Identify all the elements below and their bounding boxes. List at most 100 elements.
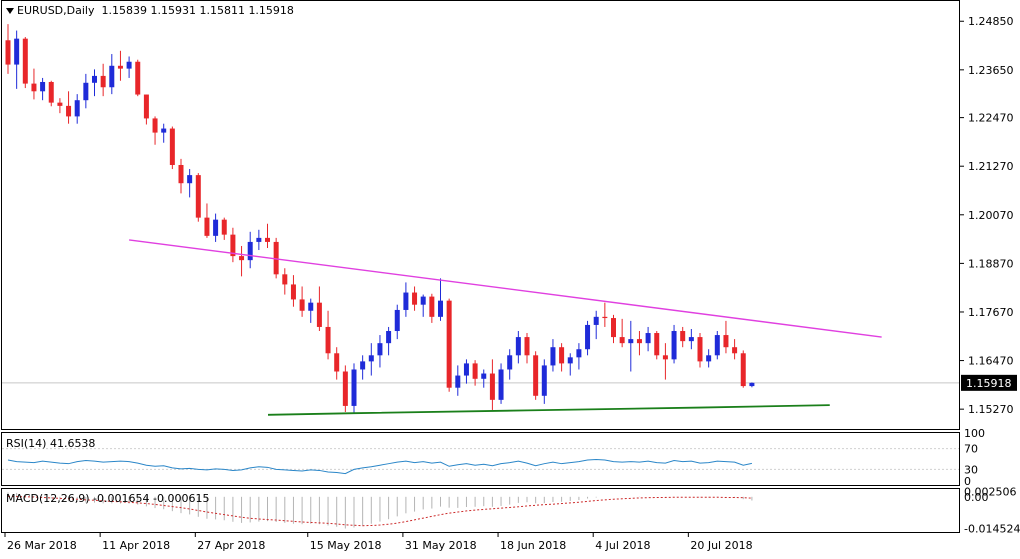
candle-body bbox=[143, 94, 149, 119]
candle-body bbox=[403, 292, 409, 310]
macd-pane[interactable] bbox=[1, 488, 960, 533]
candle-body bbox=[481, 373, 487, 379]
candle-body bbox=[515, 337, 521, 356]
candle-body bbox=[334, 353, 340, 372]
candle-body bbox=[83, 82, 89, 101]
candle-body bbox=[239, 256, 245, 261]
trendlines[interactable] bbox=[129, 239, 882, 416]
candle-body bbox=[463, 363, 469, 376]
candle-body bbox=[688, 337, 694, 342]
macd-signal-line bbox=[7, 495, 752, 527]
candle-body bbox=[524, 337, 530, 356]
dropdown-triangle-icon[interactable] bbox=[6, 8, 14, 14]
candle-body bbox=[489, 373, 495, 400]
price-axis: 1.24850 1.23650 1.22470 1.21270 1.20070 1.188… bbox=[959, 15, 1020, 535]
support-trendline bbox=[267, 404, 830, 416]
time-axis: 26 Mar 2018 11 Apr 2018 27 Apr 2018 15 May … bbox=[2, 382, 959, 552]
time-tick-label: 11 Apr 2018 bbox=[102, 539, 170, 552]
rsi-tick-label: 30 bbox=[964, 463, 978, 476]
candle-body bbox=[178, 164, 184, 184]
time-tick-label: 4 Jul 2018 bbox=[595, 539, 650, 552]
time-tick-label: 18 Jun 2018 bbox=[500, 539, 566, 552]
price-tick-label: 1.24850 bbox=[968, 15, 1014, 28]
candle-body bbox=[706, 355, 712, 362]
candle-body bbox=[714, 335, 720, 356]
candle-body bbox=[256, 237, 262, 242]
candle-body bbox=[187, 175, 193, 184]
candle-body bbox=[740, 353, 746, 387]
price-tick-label: 1.23650 bbox=[968, 64, 1014, 77]
candle-body bbox=[654, 333, 660, 356]
rsi-tick-label: 100 bbox=[964, 427, 985, 440]
candle-body bbox=[282, 274, 288, 285]
candle-body bbox=[576, 349, 582, 358]
candle-body bbox=[541, 365, 547, 396]
candle-body bbox=[533, 355, 539, 396]
candle-body bbox=[31, 83, 37, 92]
candle-body bbox=[221, 219, 227, 235]
ohlc-values: 1.15839 1.15931 1.15811 1.15918 bbox=[101, 4, 294, 17]
time-tick-label: 31 May 2018 bbox=[405, 539, 477, 552]
candle-body bbox=[66, 105, 72, 117]
candle-body bbox=[680, 331, 686, 342]
candle-body bbox=[550, 347, 556, 366]
candle-body bbox=[360, 361, 366, 370]
candle-body bbox=[559, 347, 565, 364]
candle-body bbox=[230, 234, 236, 257]
macd-indicator bbox=[7, 492, 753, 529]
candle-body bbox=[247, 241, 253, 261]
time-tick-label: 20 Jul 2018 bbox=[690, 539, 752, 552]
price-pane[interactable] bbox=[1, 0, 960, 430]
candle-body bbox=[732, 347, 738, 354]
candle-body bbox=[308, 302, 314, 311]
candle-body bbox=[57, 102, 63, 106]
macd-tick-label: -0.014524 bbox=[964, 522, 1020, 535]
rsi-tick-label: 0 bbox=[964, 475, 971, 488]
price-tick-label: 1.21270 bbox=[968, 160, 1014, 173]
candle-body bbox=[723, 335, 729, 348]
candle-body bbox=[636, 339, 642, 344]
candle-body bbox=[507, 355, 513, 370]
candle-body bbox=[74, 100, 80, 117]
candle-body bbox=[195, 175, 201, 218]
candle-body bbox=[22, 38, 28, 84]
candle-body bbox=[394, 309, 400, 332]
candle-body bbox=[135, 61, 141, 95]
candle-body bbox=[126, 61, 132, 69]
candle-body bbox=[368, 355, 374, 362]
candle-body bbox=[628, 339, 634, 344]
chart-header: EURUSD,Daily 1.15839 1.15931 1.15811 1.1… bbox=[6, 4, 294, 17]
price-tick-label: 1.16470 bbox=[968, 355, 1014, 368]
candle-body bbox=[14, 38, 20, 65]
candle-body bbox=[48, 81, 54, 103]
candle-body bbox=[662, 355, 668, 360]
price-tick-label: 1.20070 bbox=[968, 209, 1014, 222]
candle-body bbox=[611, 318, 616, 338]
candle-body bbox=[152, 118, 158, 133]
candle-body bbox=[749, 382, 755, 387]
time-tick-label: 27 Apr 2018 bbox=[197, 539, 265, 552]
rsi-label: RSI(14) 41.6538 bbox=[6, 437, 95, 450]
candle-body bbox=[377, 343, 383, 356]
candle-body bbox=[472, 363, 478, 379]
candle-body bbox=[299, 299, 305, 311]
candle-body bbox=[117, 65, 123, 69]
candle-body bbox=[290, 284, 296, 300]
candle-body bbox=[671, 331, 677, 360]
candle-body bbox=[438, 300, 443, 317]
price-tick-label: 1.18870 bbox=[968, 257, 1014, 270]
candle-body bbox=[92, 75, 97, 83]
macd-tick-label: 0.002506 bbox=[964, 485, 1017, 498]
candle-body bbox=[265, 237, 270, 242]
rsi-indicator bbox=[2, 448, 959, 475]
candle-body bbox=[213, 219, 219, 236]
candle-body bbox=[325, 326, 331, 354]
candle-body bbox=[40, 81, 46, 92]
rsi-tick-label: 70 bbox=[964, 443, 978, 456]
rsi-pane[interactable] bbox=[1, 432, 960, 486]
candle-body bbox=[5, 40, 11, 65]
rsi-line bbox=[7, 459, 753, 475]
candle-body bbox=[412, 292, 418, 305]
